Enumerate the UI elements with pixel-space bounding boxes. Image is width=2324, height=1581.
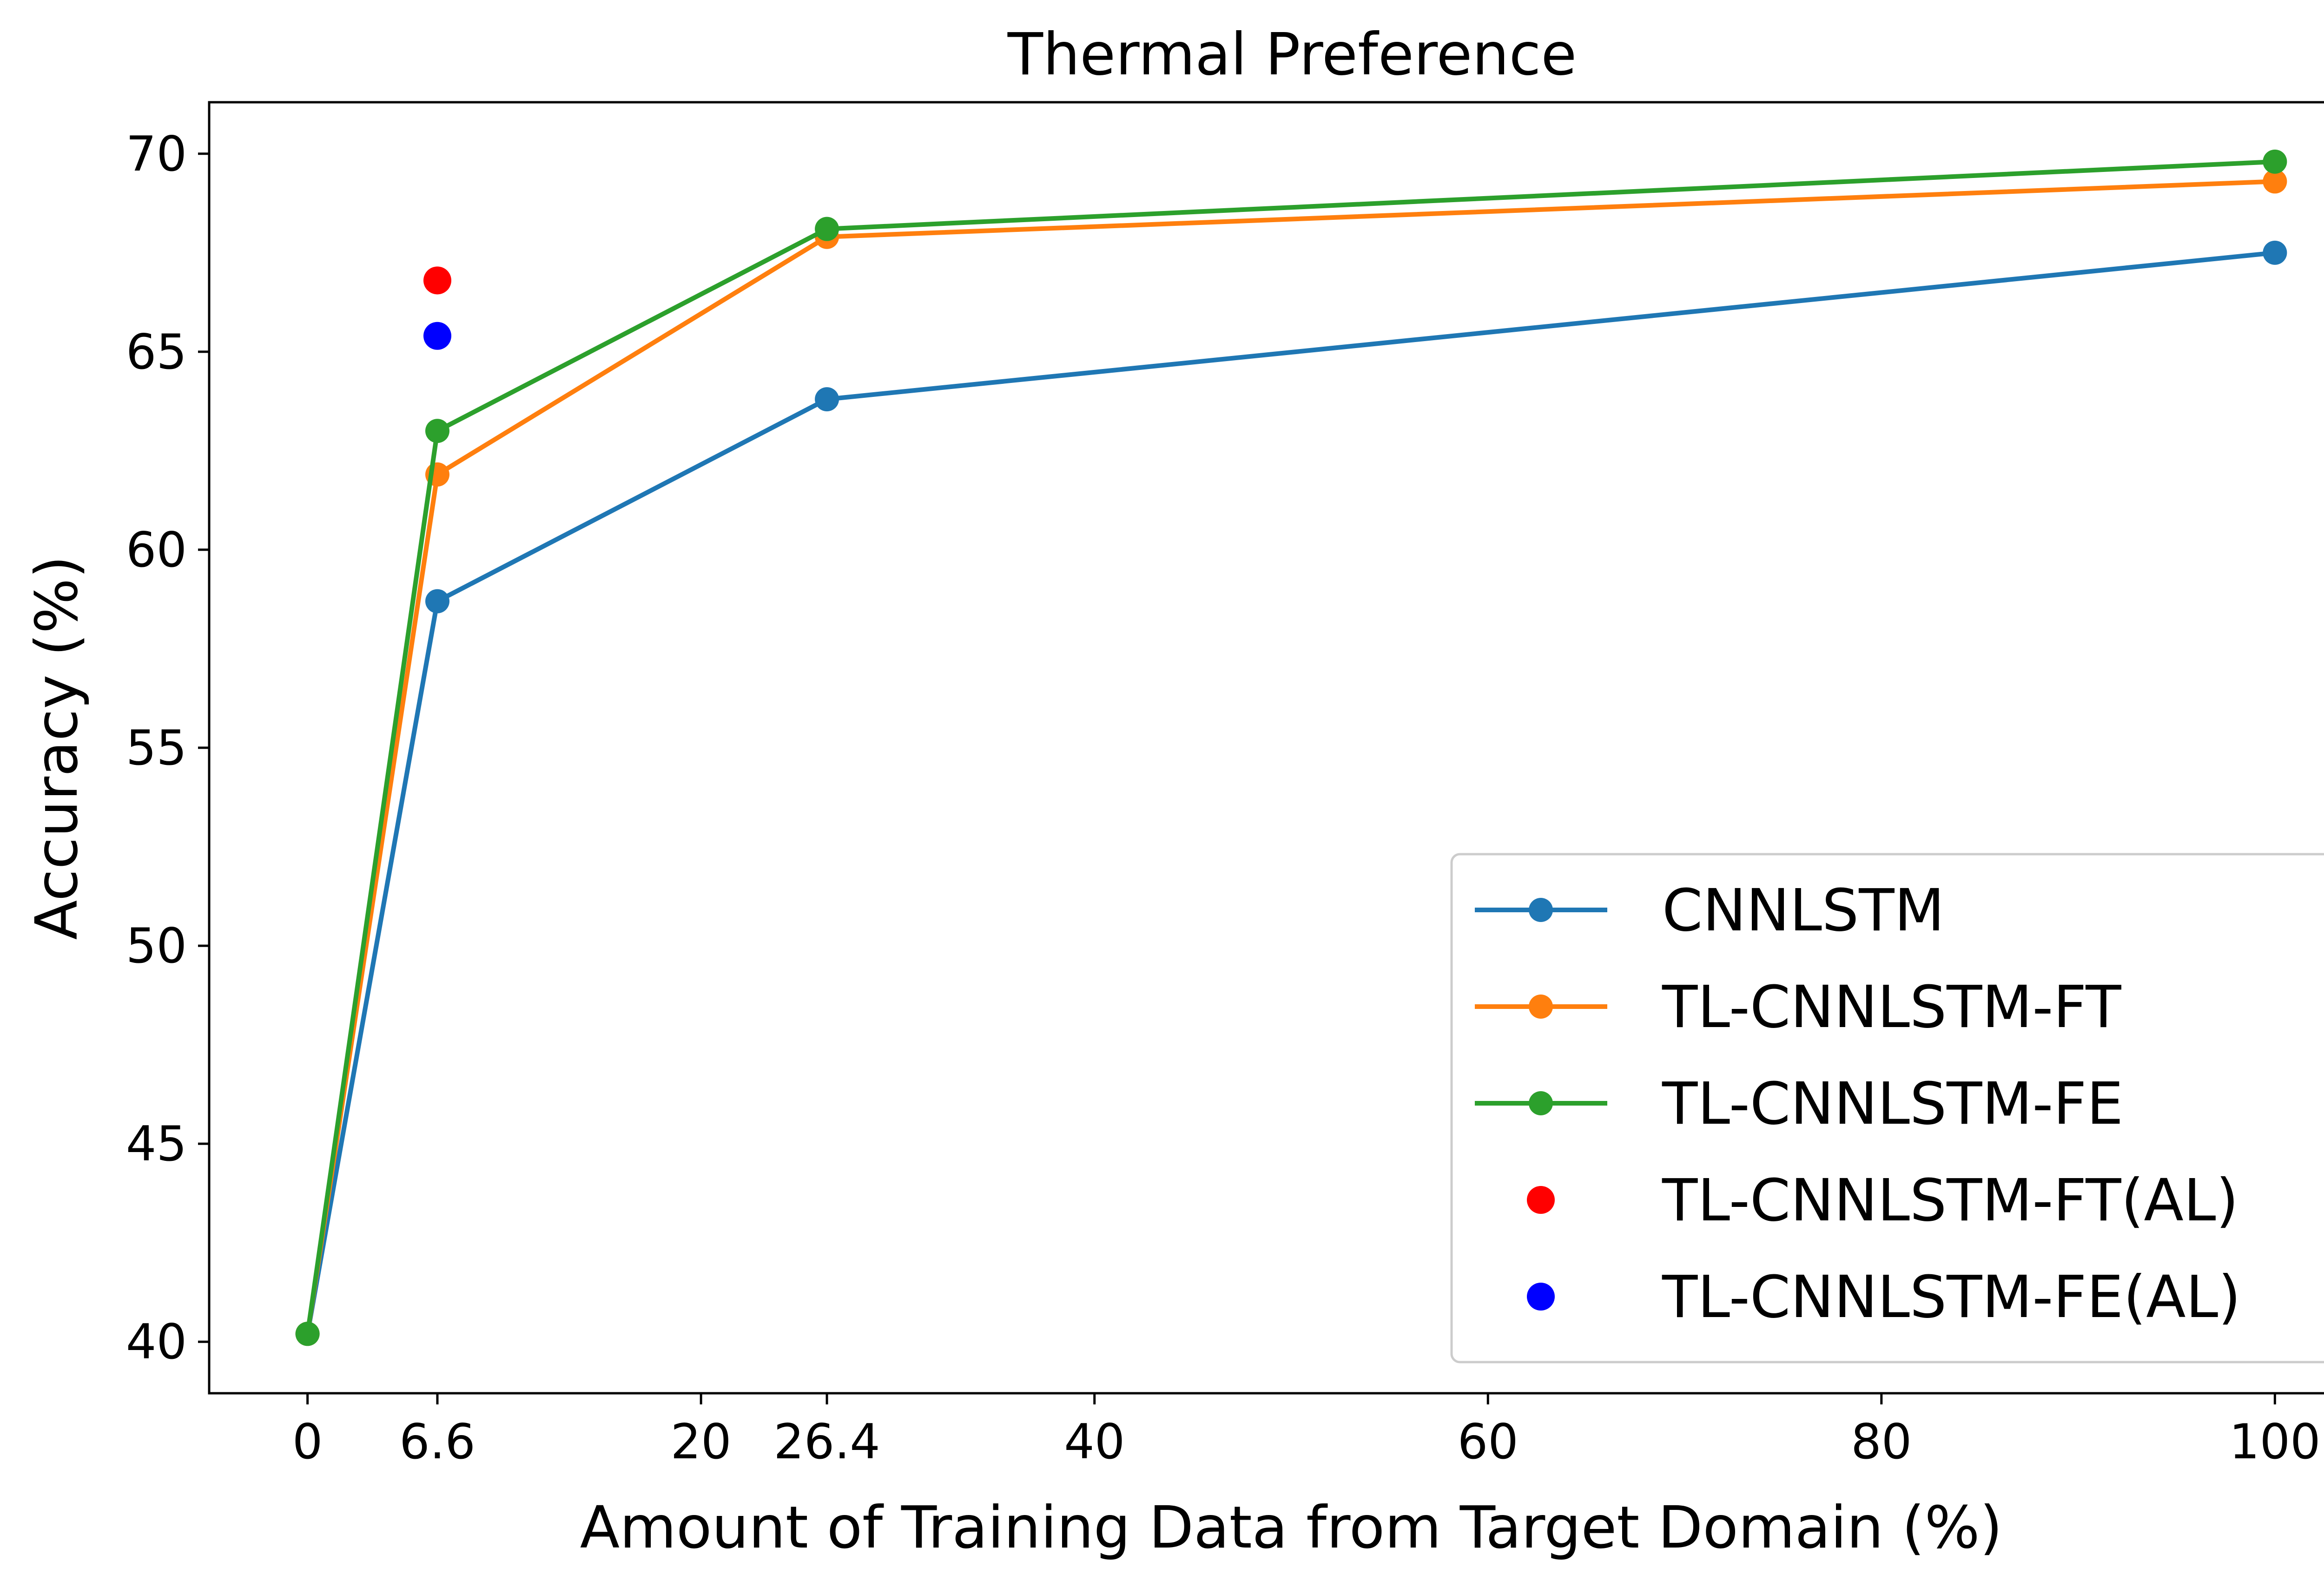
legend-label: TL-CNNLSTM-FT [1662, 974, 2121, 1041]
x-tick-label: 80 [1851, 1414, 1912, 1470]
y-tick-label: 55 [126, 720, 187, 776]
series-tl-cnnlstm-fe [295, 149, 2287, 1346]
data-point [2263, 240, 2287, 265]
legend-label: TL-CNNLSTM-FT(AL) [1662, 1167, 2238, 1234]
x-tick-label: 100 [2229, 1414, 2321, 1470]
legend-label: TL-CNNLSTM-FE(AL) [1662, 1264, 2241, 1331]
legend-marker [1527, 1283, 1555, 1311]
y-tick-label: 70 [126, 126, 187, 182]
x-axis-ticks: 0 6.6 20 26.4 40 60 80 100 [292, 1393, 2321, 1470]
data-point [815, 387, 839, 412]
data-point [423, 322, 451, 350]
series-line [305, 250, 2275, 1335]
legend: CNNLSTM TL-CNNLSTM-FT TL-CNNLSTM-FE TL-CNNL… [1450, 853, 2324, 1364]
y-axis-ticks: 40 45 50 55 60 65 70 [126, 126, 209, 1370]
legend-label: CNNLSTM [1662, 877, 1944, 944]
legend-entry: CNNLSTM [1475, 877, 1944, 944]
legend-entry: TL-CNNLSTM-FT [1475, 974, 2121, 1041]
y-tick-label: 40 [126, 1314, 187, 1370]
x-axis-label: Amount of Training Data from Target Doma… [580, 1494, 2003, 1561]
data-point [815, 217, 839, 241]
legend-marker [1529, 995, 1553, 1019]
legend-entry: TL-CNNLSTM-FT(AL) [1527, 1167, 2238, 1234]
data-point [425, 589, 449, 613]
y-tick-label: 45 [126, 1116, 187, 1172]
legend-entry: TL-CNNLSTM-FE [1475, 1070, 2123, 1138]
x-tick-label: 40 [1064, 1414, 1125, 1470]
x-tick-label: 60 [1458, 1414, 1519, 1470]
data-point [2263, 149, 2287, 174]
chart-title: Thermal Preference [1007, 21, 1577, 88]
x-tick-label: 26.4 [773, 1414, 880, 1470]
series-tl-cnnlstm-fe-al- [423, 322, 451, 350]
plot-area [295, 149, 2287, 1346]
legend-entry: TL-CNNLSTM-FE(AL) [1527, 1264, 2241, 1331]
series-line [305, 179, 2275, 1334]
x-tick-label: 6.6 [399, 1414, 475, 1470]
legend-label: TL-CNNLSTM-FE [1662, 1070, 2123, 1138]
series-tl-cnnlstm-ft-al- [423, 266, 451, 295]
data-point [2263, 169, 2287, 194]
x-tick-label: 0 [292, 1414, 323, 1470]
y-axis-label: Accuracy (%) [23, 556, 91, 940]
x-tick-label: 20 [671, 1414, 732, 1470]
legend-marker [1529, 1091, 1553, 1115]
y-tick-label: 50 [126, 918, 187, 974]
data-point [423, 266, 451, 295]
series-line [305, 159, 2275, 1334]
data-point [425, 419, 449, 443]
data-point [295, 1322, 320, 1346]
legend-marker [1527, 1186, 1555, 1214]
legend-marker [1529, 898, 1553, 922]
legend-frame [1450, 853, 2324, 1364]
y-tick-label: 60 [126, 522, 187, 578]
y-tick-label: 65 [126, 324, 187, 380]
